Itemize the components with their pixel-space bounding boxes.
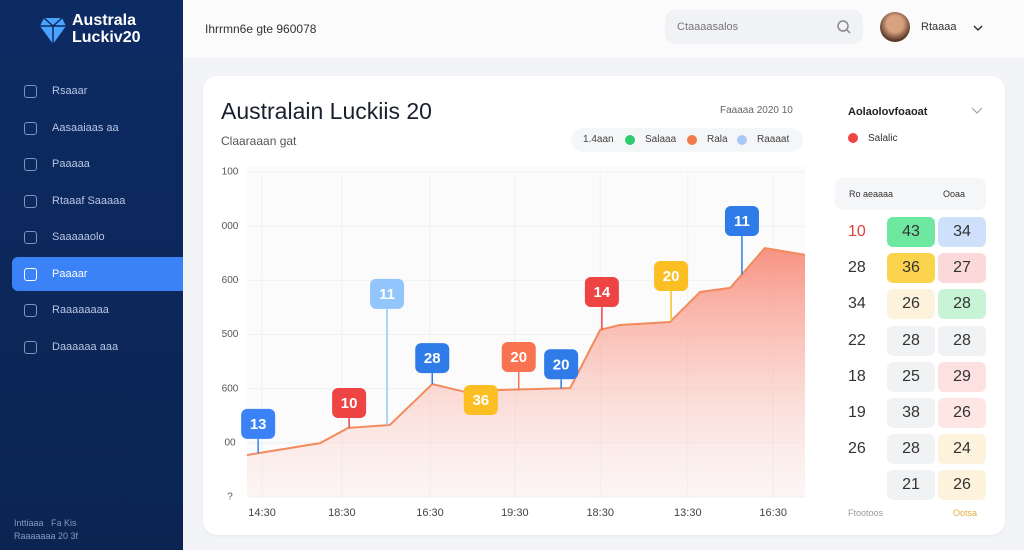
table-cell: 27 <box>938 253 986 284</box>
chart-title: Australain Luckiis 20 <box>221 98 432 124</box>
logo-text: Australa <box>72 12 137 29</box>
sidebar-footer: Inttiaaa Fa Kis <box>14 518 77 528</box>
footer-text: Fa Kis <box>51 518 77 528</box>
legend-label: Rala <box>707 134 728 145</box>
table-cell: 36 <box>887 253 935 284</box>
nav-label: Raaaaaaaa <box>52 304 109 316</box>
legend-dot <box>625 135 635 145</box>
legend: 1.4aan Salaaa Rala Raaaat <box>571 128 803 152</box>
chart-card: Australain Luckiis 20 Claaraaan gat Faaa… <box>203 76 1005 535</box>
nav-item[interactable]: Saaaaaolo <box>12 220 183 254</box>
table-cell: 25 <box>887 361 935 392</box>
table-cell: 38 <box>887 398 935 428</box>
nav-icon <box>24 267 37 281</box>
table-cell: 29 <box>938 361 986 392</box>
legend-label: Salaaa <box>645 134 677 145</box>
row-key: 19 <box>848 404 866 421</box>
avatar[interactable] <box>880 12 910 42</box>
table-cell: 34 <box>938 217 986 247</box>
nav-icon <box>24 121 37 135</box>
table-cell: 28 <box>887 325 935 356</box>
table-cell: 28 <box>887 434 935 465</box>
panel-title: Aolaolovfoaoat <box>848 106 928 118</box>
row-key: 34 <box>848 295 866 313</box>
nav-label: Paaaaa <box>52 158 90 170</box>
nav-label: Rtaaaf Saaaaa <box>52 194 126 207</box>
nav-label: Aasaaiaas aa <box>52 121 119 134</box>
table-header: Ro aeaaaa Ooaa <box>835 178 986 210</box>
legend-label: Raaaat <box>757 134 790 145</box>
panel-footer: Ftootoos <box>848 508 884 518</box>
panel-dropdown[interactable] <box>971 107 983 115</box>
nav-item[interactable]: Aasaaiaas aa <box>12 111 183 145</box>
logo-text: Luckiv20 <box>72 29 141 46</box>
nav-label: Paaaar <box>52 267 88 280</box>
nav-icon <box>24 158 37 171</box>
footer-text: Raaaaaaa 20 3f <box>14 531 79 541</box>
search-icon <box>837 20 851 34</box>
nav-item[interactable]: Paaaar <box>12 256 183 291</box>
nav-icon <box>24 194 37 208</box>
nav-icon <box>24 85 37 98</box>
logo-icon <box>40 17 66 44</box>
column-header: Ro aeaaaa <box>849 189 894 199</box>
search-box[interactable]: Ctaaaasalos <box>665 10 863 44</box>
legend-label: 1.4aan <box>583 134 614 145</box>
table-cell: 43 <box>887 217 935 247</box>
nav-item[interactable]: Paaaaa <box>12 147 183 181</box>
chart-date: Faaaaa 2020 10 <box>720 105 793 116</box>
logo-text: Luckiv20 <box>72 29 140 47</box>
sidebar: Australa Luckiv20 Rsaaar Aasaaiaas aa Paaa… <box>0 0 183 550</box>
footer-text: Inttiaaa <box>14 518 44 528</box>
user-name: Rtaaaa <box>921 21 957 33</box>
table-cell: 21 <box>887 470 935 501</box>
panel-legend-dot <box>848 133 858 143</box>
table-cell: 28 <box>938 325 986 356</box>
row-key: 28 <box>848 259 866 277</box>
nav-icon <box>24 231 37 244</box>
row-key: 18 <box>848 367 866 385</box>
nav-item[interactable]: Daaaaaa aaa <box>12 330 183 364</box>
search-placeholder: Ctaaaasalos <box>677 21 739 33</box>
table-cell: 26 <box>938 398 986 428</box>
table-cell: 24 <box>938 434 986 465</box>
row-key: 22 <box>848 331 866 349</box>
row-key: 26 <box>848 440 866 458</box>
table-cell: 26 <box>938 470 986 501</box>
nav-label: Saaaaaolo <box>52 231 105 243</box>
header-title: Ihrrmn6e gte 960078 <box>205 22 317 36</box>
panel-footer: Ootsa <box>953 508 978 518</box>
header: Ihrrmn6e gte 960078 Ctaaaasalos Rtaaaa <box>183 0 1024 58</box>
nav-label: Daaaaaa aaa <box>52 340 119 353</box>
nav-item[interactable]: Raaaaaaaa <box>12 293 183 327</box>
table-cell: 28 <box>938 289 986 320</box>
legend-dot <box>687 135 697 145</box>
nav-icon <box>24 304 37 317</box>
chart-subtitle: Claaraaan gat <box>221 134 297 148</box>
panel-legend: Salalic <box>868 133 898 144</box>
legend-dot <box>737 135 747 145</box>
dropdown-icon[interactable] <box>973 24 983 32</box>
row-key: 10 <box>848 223 866 240</box>
nav-item[interactable]: Rsaaar <box>12 74 183 108</box>
nav-item[interactable]: Rtaaaf Saaaaa <box>12 184 183 218</box>
table-cell: 26 <box>887 289 935 320</box>
nav-icon <box>24 340 37 354</box>
nav-label: Rsaaar <box>52 85 88 97</box>
column-header: Ooaa <box>943 189 966 199</box>
